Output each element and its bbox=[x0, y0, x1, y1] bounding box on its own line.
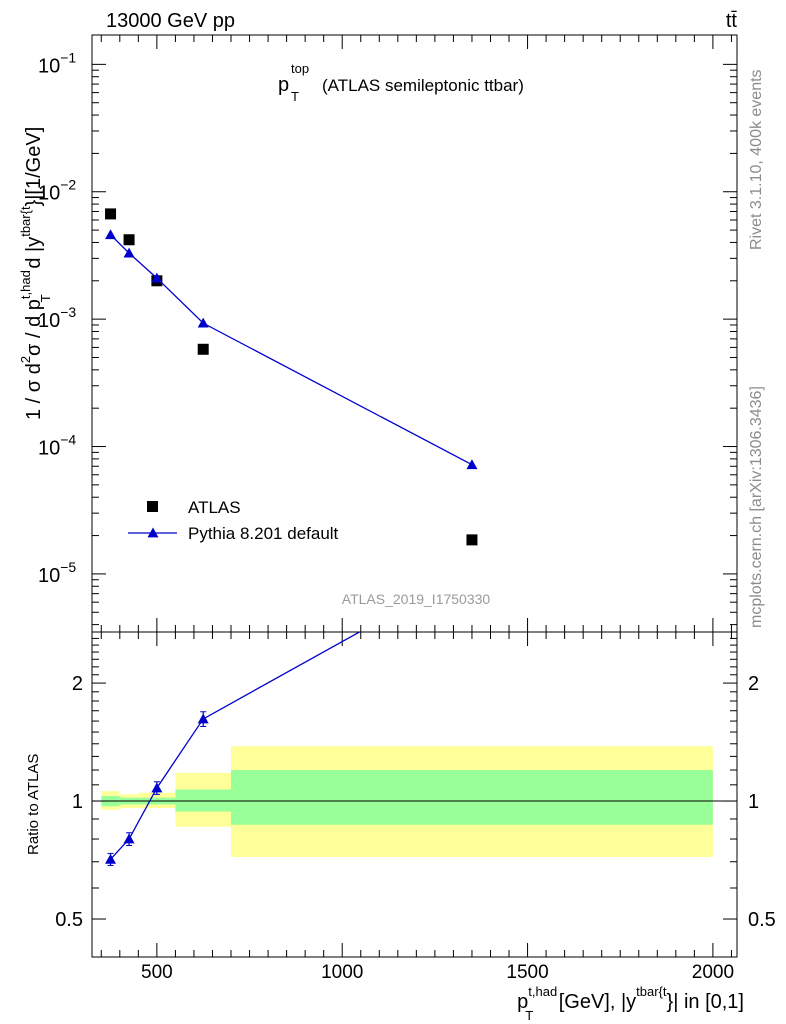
ratio-frame bbox=[91, 631, 738, 958]
xlabel-symbol: p bbox=[517, 991, 528, 1013]
ratio-marker bbox=[197, 713, 209, 724]
pythia-line bbox=[110, 234, 473, 466]
x-tick-label: 1500 bbox=[506, 962, 548, 983]
ylabel-sup-had: t,had bbox=[18, 270, 33, 299]
mcplots-label: mcplots.cern.ch [arXiv:1306.3436] bbox=[748, 386, 765, 628]
ratio-marker bbox=[123, 833, 135, 844]
ratio-marker bbox=[105, 853, 117, 864]
pythia-marker bbox=[105, 229, 117, 240]
legend: ATLAS Pythia 8.201 default bbox=[128, 498, 339, 543]
xlabel-mid: [GeV], |y bbox=[553, 991, 636, 1013]
title-subscript: T bbox=[291, 89, 299, 104]
y-tick-label: 10−4 bbox=[38, 432, 76, 460]
y-tick-label: 10−5 bbox=[38, 559, 76, 587]
xlabel-sub-T: T bbox=[525, 1008, 533, 1023]
y-tick-exponent: −1 bbox=[60, 49, 76, 65]
pythia-marker bbox=[197, 317, 209, 328]
ylabel-d-y: d |y bbox=[23, 237, 45, 274]
ylabel-sup2: 2 bbox=[18, 356, 33, 363]
atlas-data-point bbox=[105, 208, 117, 220]
pythia-marker bbox=[466, 459, 478, 470]
ratio-y-tick-label-right: 2 bbox=[748, 673, 759, 695]
ylabel-mid: σ / d p bbox=[23, 299, 45, 356]
legend-atlas-label: ATLAS bbox=[188, 498, 241, 517]
title-superscript: top bbox=[291, 61, 309, 76]
xlabel-sup-tbar: tbar{t bbox=[636, 984, 667, 999]
main-series bbox=[105, 208, 478, 546]
svg-text:p: p bbox=[278, 74, 289, 96]
xlabel-sup-had: t,had bbox=[528, 984, 557, 999]
ylabel-sup-tbar: tbar{t bbox=[18, 206, 33, 237]
ratio-y-tick-label: 2 bbox=[72, 673, 83, 695]
ratio-y-tick-label-right: 1 bbox=[748, 791, 759, 813]
ratio-y-tick-label-right: 0.5 bbox=[748, 909, 776, 931]
title-symbol: p bbox=[278, 74, 289, 96]
y-tick-exponent: −2 bbox=[60, 177, 76, 193]
rivet-label: Rivet 3.1.10, 400k events bbox=[748, 69, 765, 250]
y-tick-label: 10−3 bbox=[38, 304, 76, 332]
green-band bbox=[231, 770, 713, 825]
x-axis-label: pt,had T [GeV], |ytbar{t}| in [0,1] bbox=[517, 984, 744, 1023]
y-tick-base: 10 bbox=[38, 565, 60, 587]
y-tick-exponent: −5 bbox=[60, 559, 76, 575]
ylabel-sub-T: T bbox=[38, 294, 53, 302]
ratio-marker bbox=[151, 782, 163, 793]
ratio-y-tick-label: 0.5 bbox=[55, 909, 83, 931]
y-tick-base: 10 bbox=[38, 310, 60, 332]
y-tick-label: 10−2 bbox=[38, 177, 76, 205]
pythia-marker bbox=[123, 247, 135, 258]
ratio-panel: 500 1000 1500 2000 0.5 0.5 1 1 2 2 bbox=[55, 631, 776, 983]
y-tick-base: 10 bbox=[38, 183, 60, 205]
y-tick-label: 10−1 bbox=[38, 49, 76, 77]
legend-pythia-label: Pythia 8.201 default bbox=[188, 524, 339, 543]
pythia-marker bbox=[151, 272, 163, 283]
main-panel: 10−110−210−310−410−5 bbox=[38, 34, 738, 633]
ylabel-unit: }|[1/GeV] bbox=[23, 127, 45, 207]
y-tick-base: 10 bbox=[38, 55, 60, 77]
atlas-data-point bbox=[197, 343, 209, 355]
process-label: tt̄ bbox=[726, 10, 738, 32]
watermark: ATLAS_2019_I1750330 bbox=[342, 591, 491, 607]
legend-atlas-marker bbox=[147, 501, 158, 512]
energy-label: 13000 GeV pp bbox=[106, 10, 235, 32]
y-tick-exponent: −3 bbox=[60, 304, 76, 320]
main-title: p top T (ATLAS semileptonic ttbar) bbox=[278, 61, 524, 104]
ratio-series bbox=[105, 564, 477, 866]
y-tick-exponent: −4 bbox=[60, 432, 76, 448]
ratio-y-axis-label: Ratio to ATLAS bbox=[25, 754, 42, 855]
atlas-data-point bbox=[123, 234, 135, 246]
y-tick-base: 10 bbox=[38, 438, 60, 460]
ratio-marker bbox=[466, 564, 477, 574]
title-text: (ATLAS semileptonic ttbar) bbox=[322, 76, 524, 95]
x-tick-label: 1000 bbox=[321, 962, 363, 983]
main-y-axis-label: 1 / σ d2σ / d pt,had T d |ytbar{t}|[1/GeV… bbox=[18, 127, 53, 420]
ylabel-prefix: 1 / σ d bbox=[23, 363, 45, 420]
legend-pythia-marker bbox=[147, 527, 159, 538]
ratio-uncertainty-bands bbox=[101, 746, 713, 857]
ratio-y-tick-label: 1 bbox=[72, 791, 83, 813]
atlas-data-point bbox=[466, 534, 478, 546]
xlabel-tail: }| in [0,1] bbox=[667, 991, 744, 1013]
x-tick-label: 500 bbox=[141, 962, 173, 983]
x-tick-label: 2000 bbox=[692, 962, 734, 983]
